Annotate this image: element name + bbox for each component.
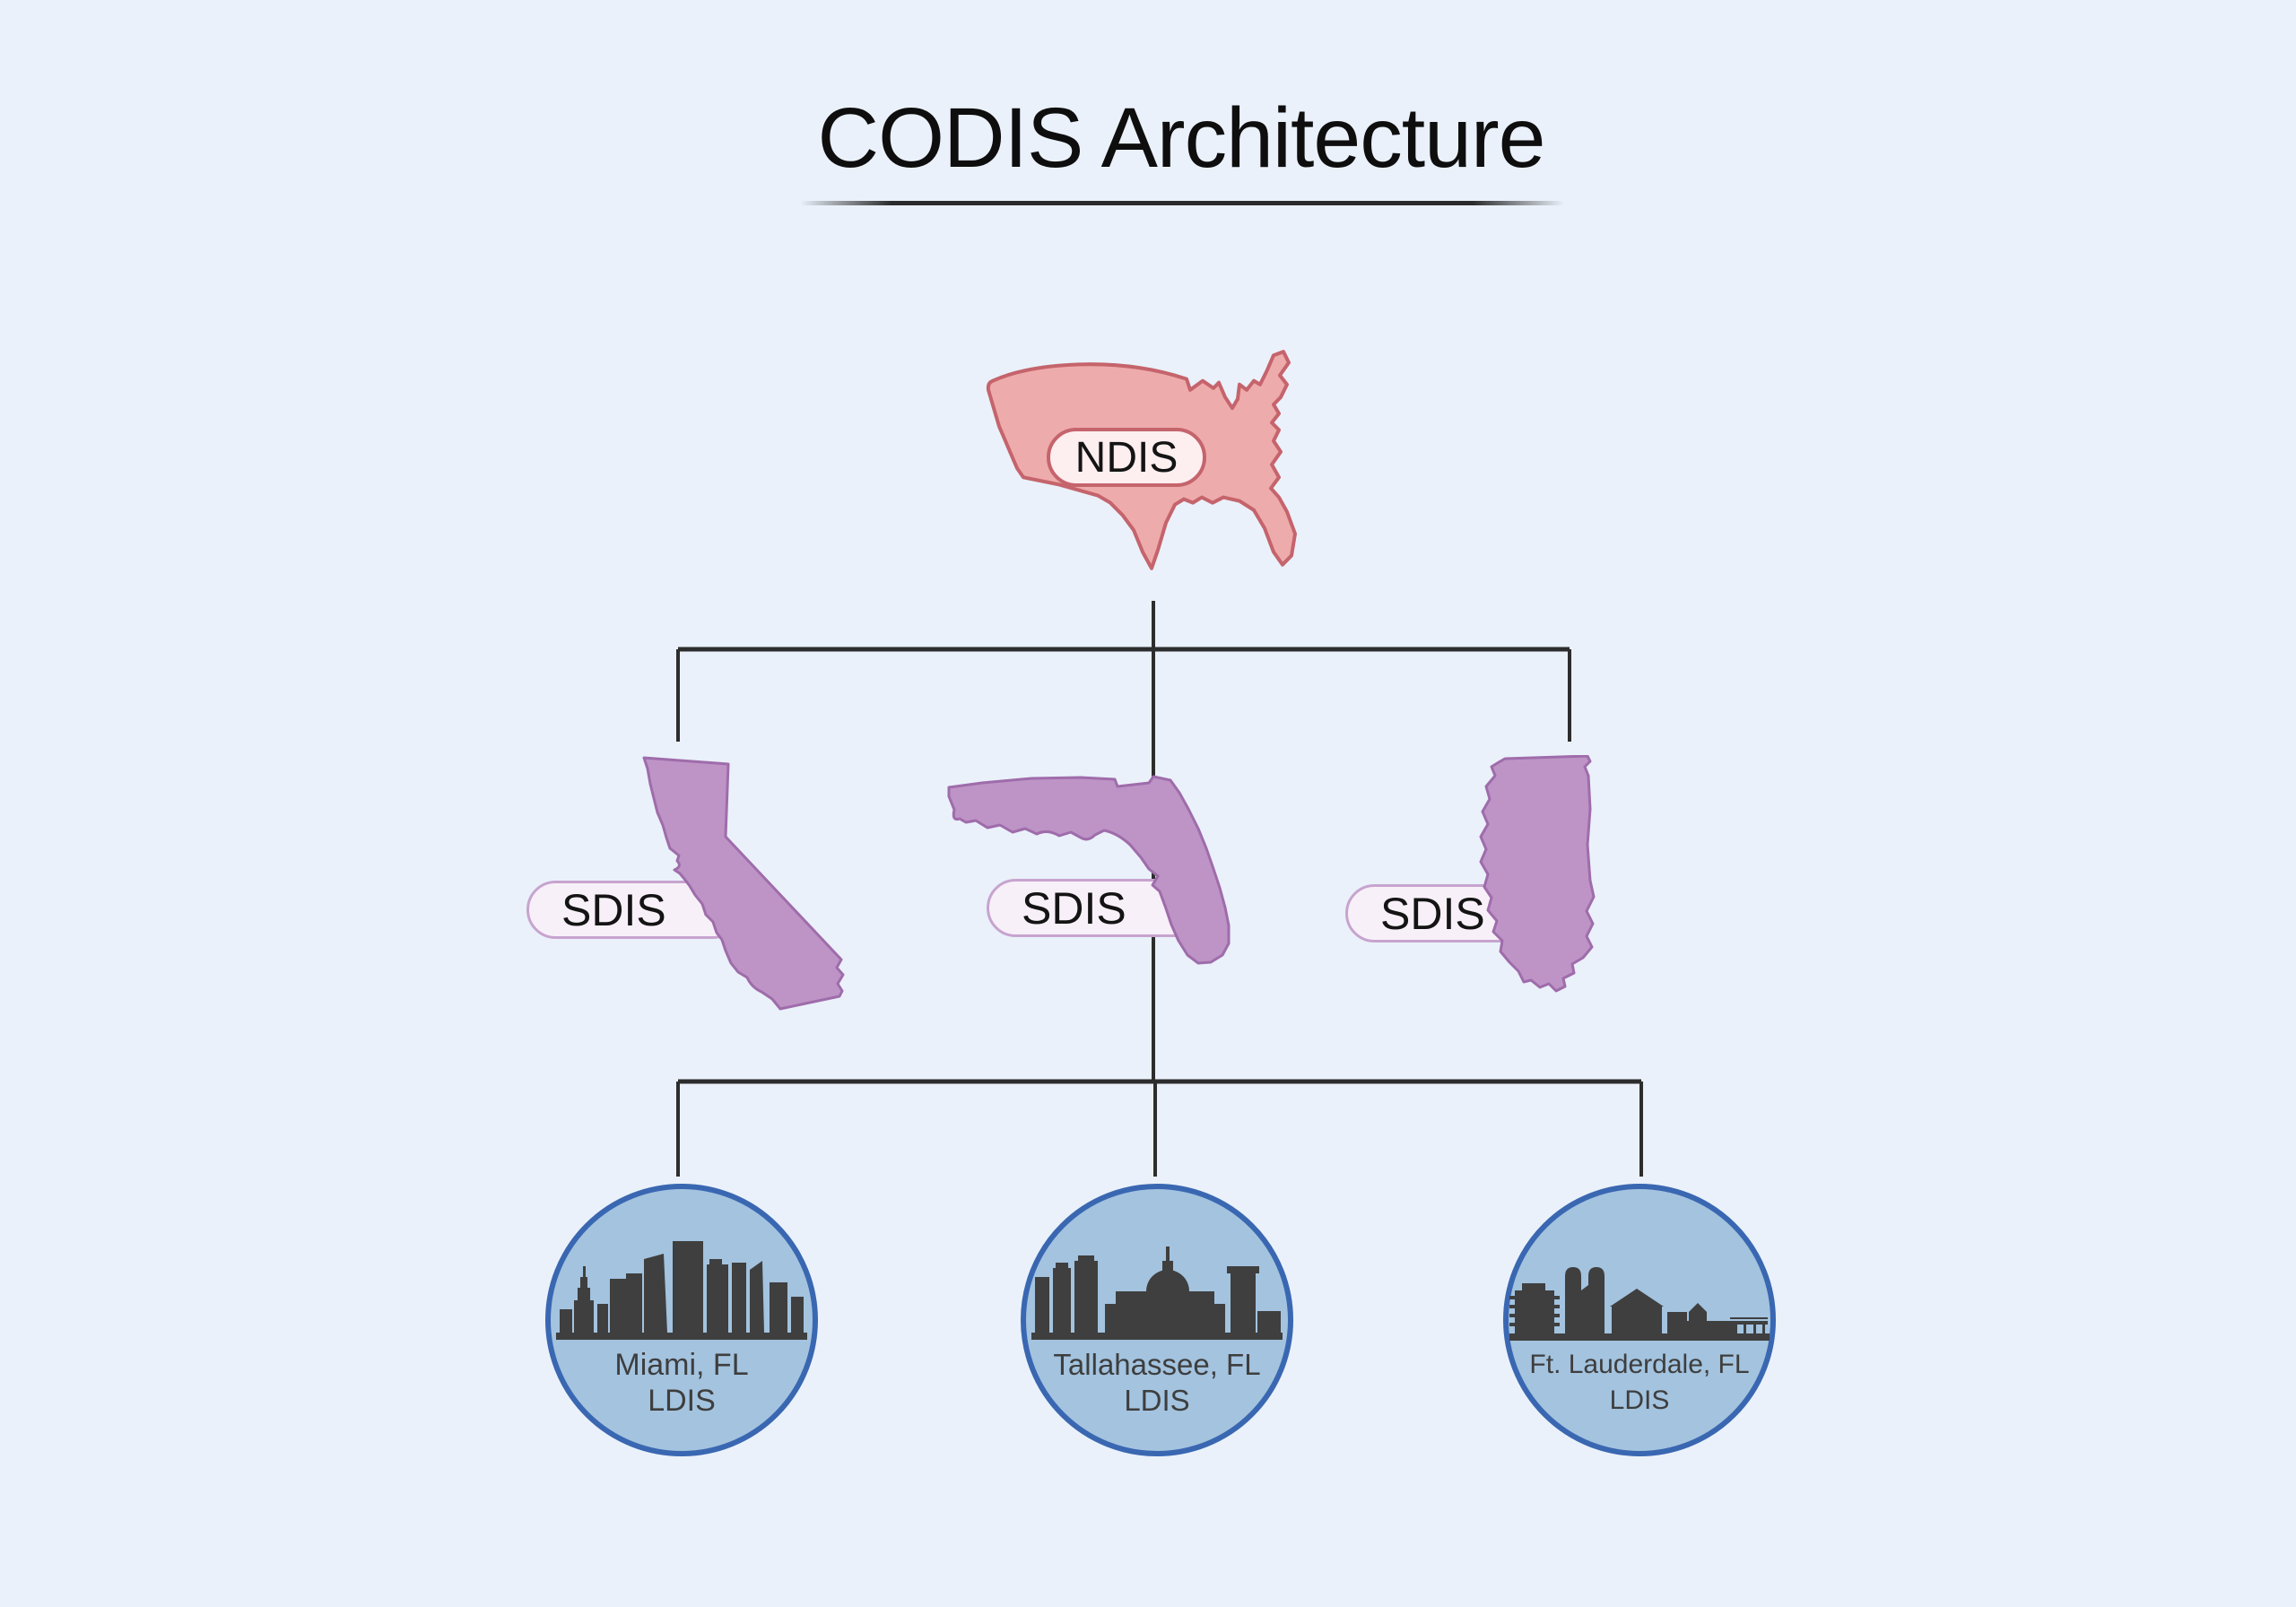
ldis-node-ft-lauderdale: Ft. Lauderdale, FL LDIS	[1503, 1184, 1776, 1456]
florida-map	[947, 775, 1231, 965]
city-label: Ft. Lauderdale, FL LDIS	[1509, 1347, 1770, 1419]
ndis-label: NDIS	[1074, 433, 1178, 482]
sdis-label: SDIS	[561, 884, 666, 935]
ft-lauderdale-skyline-icon	[1509, 1267, 1770, 1341]
sdis-label: SDIS	[1022, 882, 1126, 934]
illinois-map	[1479, 755, 1596, 993]
sdis-label: SDIS	[1380, 888, 1485, 939]
ldis-label: LDIS	[1609, 1385, 1670, 1415]
page-title: CODIS Architecture	[817, 91, 1546, 186]
title-underline	[800, 201, 1564, 205]
ndis-pill: NDIS	[1047, 428, 1206, 487]
miami-skyline-icon	[556, 1241, 807, 1340]
city-name: Tallahassee, FL	[1053, 1348, 1261, 1381]
ldis-label: LDIS	[1124, 1384, 1190, 1417]
city-label: Tallahassee, FL LDIS	[1026, 1347, 1288, 1419]
city-name: Ft. Lauderdale, FL	[1529, 1350, 1750, 1379]
city-name: Miami, FL	[614, 1348, 749, 1382]
california-map	[642, 756, 845, 1011]
tallahassee-skyline-icon	[1031, 1247, 1283, 1340]
ldis-node-tallahassee: Tallahassee, FL LDIS	[1021, 1184, 1293, 1456]
city-label: Miami, FL LDIS	[551, 1347, 813, 1419]
ldis-label: LDIS	[648, 1384, 716, 1418]
ldis-node-miami: Miami, FL LDIS	[545, 1184, 818, 1456]
